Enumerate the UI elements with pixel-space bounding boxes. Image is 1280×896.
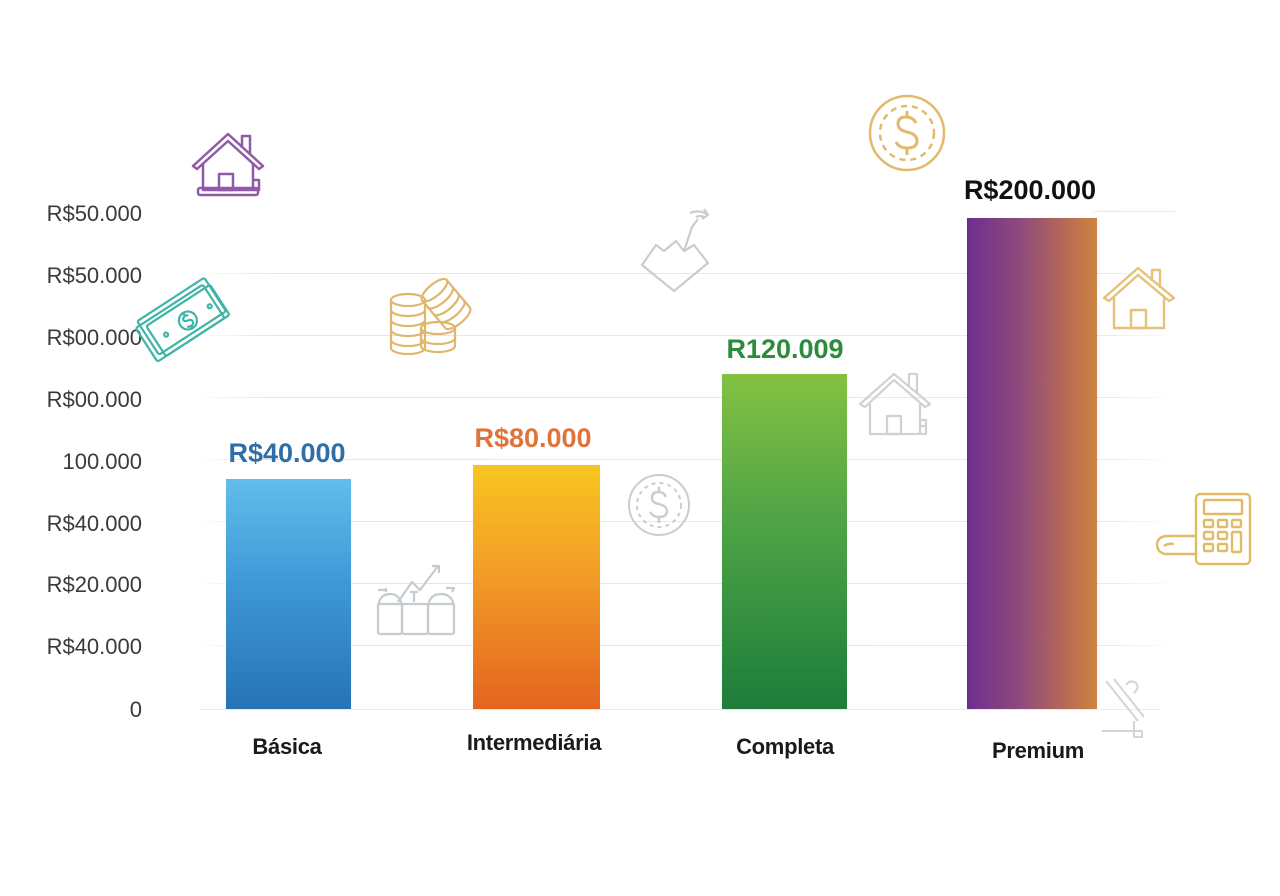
coin-stack-icon [388, 276, 472, 360]
house-icon [1102, 266, 1176, 330]
bar-premium [967, 218, 1097, 709]
gridline [200, 709, 1160, 710]
growth-blocks-icon [374, 560, 460, 638]
y-tick-label: R$40.000 [46, 511, 142, 536]
value-label-intermediaria: R$80.000 [474, 423, 592, 453]
value-label-completa: R120.009 [726, 334, 844, 364]
pen-icon [1100, 675, 1148, 741]
category-label-basica: Básica [252, 734, 322, 759]
gridline [190, 335, 1180, 336]
gridline [190, 273, 1180, 274]
gridline [190, 583, 1180, 584]
value-label-premium: R$200.000 [963, 175, 1097, 205]
growth-chart-icon [638, 205, 718, 299]
bar-completa [722, 374, 847, 709]
y-tick-label: 100.000 [62, 449, 142, 474]
banknotes-icon [134, 277, 230, 363]
bar-intermediaria [473, 465, 600, 709]
y-tick-label: R$00.000 [46, 387, 142, 412]
calculator-icon [1154, 492, 1254, 566]
value-label-basica: R$40.000 [228, 438, 346, 468]
y-tick-label: R$50.000 [46, 263, 142, 288]
gridline [1090, 211, 1180, 212]
house-icon [190, 130, 266, 198]
y-tick-label: R$00.000 [46, 325, 142, 350]
dollar-coin-icon [867, 93, 947, 173]
bar-basica [226, 479, 351, 709]
gridline [190, 397, 1180, 398]
category-label-completa: Completa [736, 734, 834, 759]
gridline [190, 459, 1180, 460]
y-tick-label: R$20.000 [46, 572, 142, 597]
house-icon [857, 370, 935, 438]
gridline [190, 645, 1180, 646]
category-label-intermediaria: Intermediária [466, 730, 602, 755]
y-tick-label: R$50.000 [46, 201, 142, 226]
category-label-premium: Premium [991, 738, 1085, 763]
y-tick-label: R$40.000 [46, 634, 142, 659]
dollar-coin-icon [627, 473, 691, 537]
y-tick-label: 0 [129, 697, 142, 722]
